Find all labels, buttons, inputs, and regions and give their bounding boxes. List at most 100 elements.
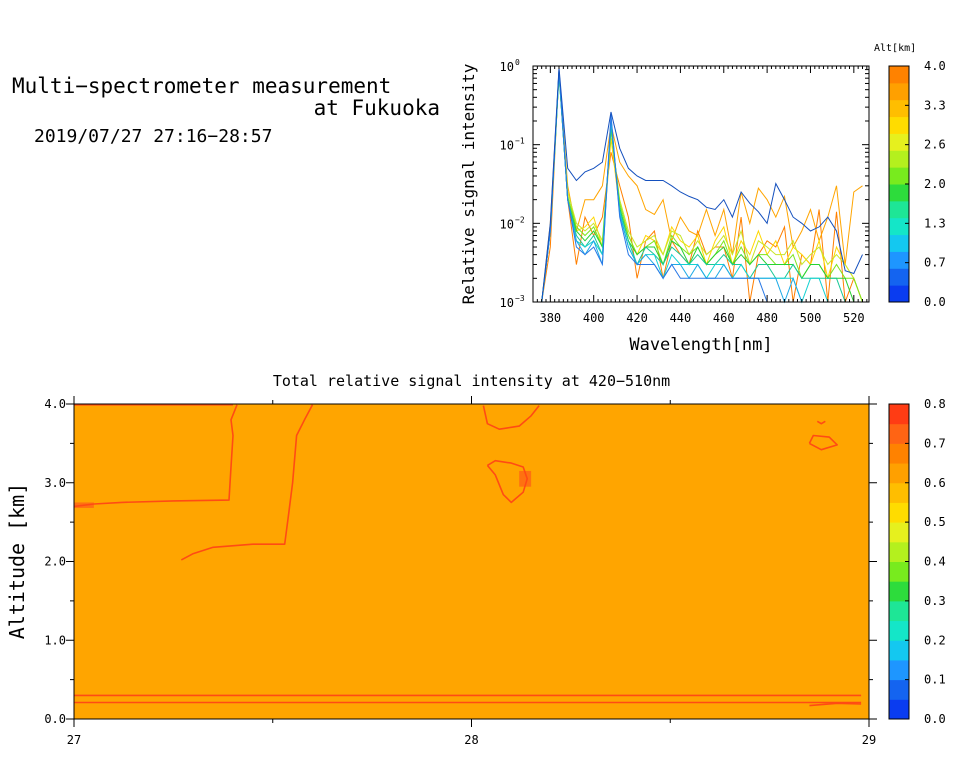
colorbar-segment [889, 82, 909, 101]
colorbar-segment [889, 234, 909, 252]
colorbar-segment [889, 699, 909, 720]
colorbar-segment [889, 99, 909, 118]
x-tick-label: 380 [539, 311, 561, 325]
y-axis-label: Altitude [km] [5, 483, 29, 640]
colorbar-segment [889, 600, 909, 622]
altitude-colorbar: 0.0 0.7 1.3 2.0 2.6 3.3 4.0 Alt[km] [874, 43, 946, 309]
colorbar-tick-label: 0.1 [924, 673, 946, 687]
x-tick-label: 420 [626, 311, 648, 325]
colorbar-tick-label: 0.4 [924, 555, 946, 569]
y-tick-label-base: 10 [500, 296, 514, 310]
colorbar-segment [889, 184, 909, 202]
colorbar-segment [889, 167, 909, 185]
spectrum-series-line [541, 72, 863, 303]
colorbar-tick-label: 0.8 [924, 397, 946, 411]
heatmap-contour [73, 404, 238, 508]
colorbar-segment [889, 561, 909, 582]
colorbar-tick-label: 4.0 [924, 59, 946, 73]
x-tick-label: 28 [464, 733, 478, 747]
spectrum-series-line [541, 69, 863, 303]
y-tick-label: 10 −3 [500, 294, 525, 310]
colorbar-segment [889, 541, 909, 562]
colorbar-segment [889, 659, 909, 681]
spectrum-series-line [541, 72, 863, 303]
y-tick-label-base: 10 [500, 60, 514, 74]
colorbar-segment [889, 581, 909, 602]
colorbar-tick-label: 0.3 [924, 594, 946, 608]
colorbar-tick-label: 3.3 [924, 98, 946, 112]
colorbar-tick-label: 0.6 [924, 476, 946, 490]
colorbar-segment [889, 200, 909, 219]
heatmap-contour [180, 404, 314, 561]
colorbar-tick-label: 0.0 [924, 712, 946, 726]
heatmap-contour [816, 420, 826, 425]
spectrum-series-line [541, 71, 863, 303]
spectrum-series-line [541, 70, 863, 304]
heatmap-title: Total relative signal intensity at 420−5… [273, 372, 670, 390]
y-tick-label: 1.0 [44, 633, 66, 647]
measurement-timestamp: 2019/07/27 27:16−28:57 [34, 126, 273, 147]
colorbar-label: Alt[km] [874, 43, 916, 54]
colorbar-segment [889, 268, 909, 286]
colorbar-segment [889, 285, 909, 303]
colorbar-tick-label: 0.7 [924, 256, 946, 270]
colorbar-segment [889, 463, 909, 484]
colorbar-segment [889, 640, 909, 661]
y-tick-label: 10 −1 [500, 137, 525, 153]
heatmap-contour [486, 459, 528, 504]
colorbar-segment [889, 217, 909, 236]
colorbar-tick-label: 0.7 [924, 436, 946, 450]
x-tick-label: 440 [670, 311, 692, 325]
heatmap-contour [809, 702, 862, 707]
x-tick-label: 27 [67, 733, 81, 747]
colorbar-tick-label: 1.3 [924, 216, 946, 230]
heatmap-high-patch [519, 470, 532, 487]
spectrum-series-line [541, 69, 863, 303]
colorbar-segment [889, 679, 909, 700]
colorbar-segment [889, 116, 909, 134]
x-tick-label: 400 [583, 311, 605, 325]
colorbar-segment [889, 251, 909, 269]
x-tick-label: 500 [800, 311, 822, 325]
y-tick-label-exp: 0 [515, 58, 520, 67]
y-tick-label: 3.0 [44, 476, 66, 490]
colorbar-segment [889, 443, 909, 464]
heatmap-contour [808, 434, 838, 451]
intensity-heatmap: 0.0 1.0 2.0 3.0 4.0 27 28 29 Total relative sign… [5, 372, 877, 747]
x-tick-label: 520 [843, 311, 865, 325]
y-tick-label-exp: −2 [515, 215, 525, 224]
y-tick-label: 4.0 [44, 397, 66, 411]
y-axis-label: Relative signal intensity [459, 63, 478, 304]
y-tick-label-exp: −3 [515, 294, 525, 303]
heatmap-contour [482, 405, 540, 430]
y-tick-label-base: 10 [500, 139, 514, 153]
colorbar-segment [889, 133, 909, 151]
spectrum-series-line [541, 67, 863, 303]
y-tick-label: 10 −2 [500, 215, 525, 231]
colorbar-tick-label: 0.0 [924, 295, 946, 309]
y-tick-label: 10 0 [500, 58, 520, 74]
spectrum-series-line [541, 73, 863, 303]
intensity-colorbar: 0.0 0.1 0.2 0.3 0.4 0.5 0.6 0.7 0.8 [888, 397, 946, 726]
colorbar-segment [889, 620, 909, 641]
y-tick-label-exp: −1 [515, 137, 525, 146]
chart-title-line2: at Fukuoka [313, 96, 440, 120]
x-tick-label: 29 [862, 733, 876, 747]
y-tick-label: 0.0 [44, 712, 66, 726]
y-tick-label-base: 10 [500, 217, 514, 231]
colorbar-segment [889, 404, 909, 425]
colorbar-segment [889, 522, 909, 543]
spectrum-series-line [541, 74, 863, 303]
colorbar-tick-label: 2.6 [924, 138, 946, 152]
x-tick-label: 460 [713, 311, 735, 325]
spectrum-frame [532, 65, 870, 303]
spectrum-series-line [541, 71, 863, 304]
colorbar-segment [889, 150, 909, 168]
x-axis-label: Wavelength[nm] [629, 335, 772, 355]
spectrum-series-line [541, 73, 863, 303]
x-tick-label: 480 [756, 311, 778, 325]
colorbar-tick-label: 0.5 [924, 515, 946, 529]
colorbar-segment [889, 66, 909, 84]
y-tick-label: 2.0 [44, 555, 66, 569]
